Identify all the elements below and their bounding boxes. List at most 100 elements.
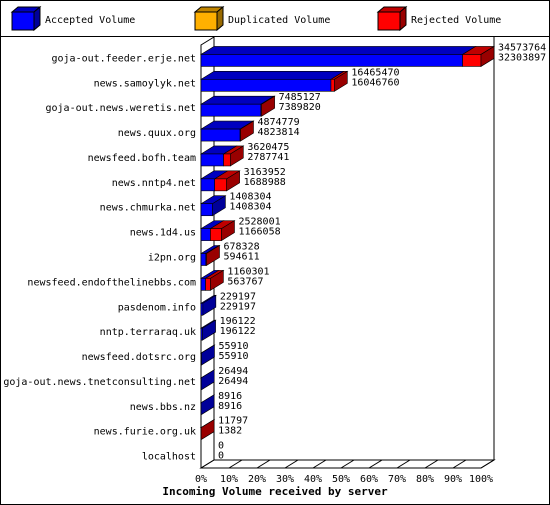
accepted-label: 55910 <box>218 351 248 362</box>
accepted-label: 26494 <box>218 376 248 387</box>
x-tick <box>368 459 383 469</box>
total-label: 3163952 <box>244 167 286 178</box>
accepted-label: 0 <box>218 451 224 462</box>
legend-label: Accepted Volume <box>45 15 135 26</box>
accepted-label: 1688988 <box>244 177 286 188</box>
total-label: 678328 <box>223 242 259 253</box>
accepted-label: 1382 <box>218 426 242 437</box>
total-label: 1408304 <box>229 192 271 203</box>
bar <box>200 203 213 217</box>
bar-top <box>199 46 477 55</box>
legend-swatch <box>194 11 218 31</box>
total-label: 16465470 <box>351 67 399 78</box>
bar-side <box>261 95 275 117</box>
bar <box>205 278 211 291</box>
y-tick-label: newsfeed.endofthelinebbs.com <box>27 277 196 288</box>
bar <box>200 103 262 117</box>
bar-side <box>221 220 235 242</box>
x-tick-label: 30% <box>276 474 294 485</box>
x-tick-label: 80% <box>416 474 434 485</box>
x-tick <box>312 459 327 469</box>
legend-label: Rejected Volume <box>411 15 501 26</box>
x-tick-label: 20% <box>248 474 266 485</box>
x-tick-label: 100% <box>469 474 493 485</box>
total-label: 2528001 <box>238 217 280 228</box>
bar <box>200 278 206 291</box>
accepted-label: 8916 <box>218 401 242 412</box>
x-tick <box>200 459 215 469</box>
bar-side <box>200 394 215 416</box>
accepted-label: 196122 <box>220 326 256 337</box>
bar-side <box>230 145 244 167</box>
legend-label: Duplicated Volume <box>228 15 330 26</box>
total-label: 0 <box>218 441 224 452</box>
accepted-label: 229197 <box>220 301 256 312</box>
total-label: 7485127 <box>279 92 321 103</box>
y-tick-label: newsfeed.bofh.team <box>88 153 196 164</box>
total-label: 1160301 <box>227 266 269 277</box>
y-tick-label: news.bbs.nz <box>130 402 196 413</box>
bar <box>210 228 222 241</box>
y-tick-label: localhost <box>142 452 196 463</box>
x-tick-label: 10% <box>220 474 238 485</box>
total-label: 55910 <box>218 341 248 352</box>
x-tick <box>424 459 439 469</box>
y-tick-label: news.furie.org.uk <box>94 427 196 438</box>
total-label: 229197 <box>220 291 256 302</box>
y-tick-label: goja-out.news.tnetconsulting.net <box>3 377 196 388</box>
bar-side <box>206 244 220 267</box>
accepted-label: 1166058 <box>238 227 280 238</box>
bar <box>200 153 224 167</box>
bar <box>214 178 227 192</box>
y-tick-label: news.samoylyk.net <box>94 78 196 89</box>
bar <box>200 128 241 142</box>
total-label: 4874779 <box>257 117 299 128</box>
x-tick-label: 0% <box>195 474 207 485</box>
bar <box>200 228 211 241</box>
bar <box>200 178 215 192</box>
accepted-label: 32303897 <box>498 52 546 63</box>
bar <box>223 153 231 167</box>
legend-swatch <box>377 11 401 31</box>
y-tick-label: news.nntp4.net <box>112 178 196 189</box>
y-tick-label: pasdenom.info <box>118 302 196 313</box>
x-tick-label: 70% <box>388 474 406 485</box>
bar-top <box>199 71 346 80</box>
bar-side <box>240 120 254 142</box>
accepted-label: 16046760 <box>351 77 399 88</box>
accepted-label: 1408304 <box>229 202 271 213</box>
bar <box>200 54 463 67</box>
bar-side <box>212 195 226 217</box>
bar-side <box>226 170 240 192</box>
x-tick <box>256 459 271 469</box>
bar-side <box>200 369 215 391</box>
bar <box>200 253 207 266</box>
bar-side <box>480 45 495 67</box>
bar <box>462 54 482 67</box>
chart-title: Incoming Volume received by server <box>162 485 388 498</box>
x-tick <box>480 459 495 469</box>
total-label: 11797 <box>218 416 248 427</box>
bar-side <box>334 70 348 92</box>
y-tick-label: news.quux.org <box>118 128 196 139</box>
total-label: 34573764 <box>498 42 546 53</box>
bar <box>200 79 332 92</box>
x-tick <box>228 459 243 469</box>
bar-side <box>210 269 224 291</box>
total-label: 26494 <box>218 366 248 377</box>
bar-side <box>201 344 215 366</box>
x-tick-label: 40% <box>304 474 322 485</box>
x-tick <box>452 459 467 469</box>
accepted-label: 594611 <box>223 252 259 263</box>
x-tick-label: 60% <box>360 474 378 485</box>
legend-swatch <box>11 11 35 31</box>
accepted-label: 7389820 <box>279 102 321 113</box>
x-tick <box>284 459 299 469</box>
accepted-label: 4823814 <box>257 127 299 138</box>
y-tick-label: goja-out.news.weretis.net <box>45 103 196 114</box>
y-tick-label: goja-out.feeder.erje.net <box>52 53 197 64</box>
bar-side <box>200 419 215 441</box>
x-tick <box>340 459 355 469</box>
y-tick-label: news.chmurka.net <box>100 203 196 214</box>
